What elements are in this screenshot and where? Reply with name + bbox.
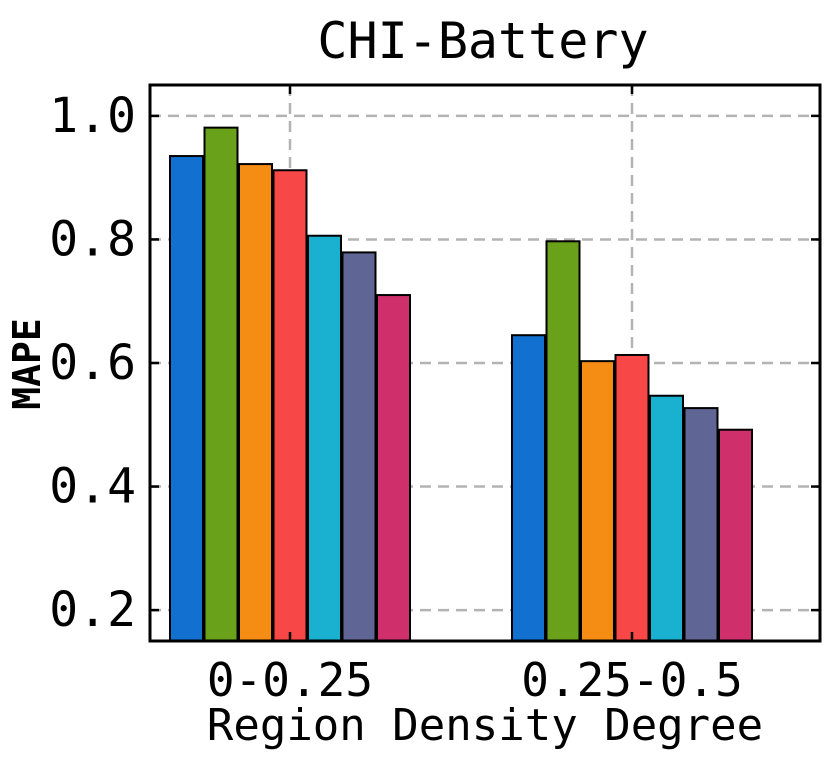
y-tick-labels: 0.2 0.4 0.6 0.8 1.0 xyxy=(49,88,136,638)
y-tick-label: 0.2 xyxy=(49,582,136,638)
y-tick-label: 0.8 xyxy=(49,211,136,267)
bar xyxy=(683,407,719,642)
bar xyxy=(169,155,204,643)
bar xyxy=(203,126,239,643)
bar xyxy=(718,428,753,642)
bar xyxy=(649,394,684,642)
x-tick-label: 0.25-0.5 xyxy=(521,653,743,707)
bar xyxy=(376,294,411,642)
bar xyxy=(341,251,377,642)
bar xyxy=(580,360,615,642)
x-tick-label: 0-0.25 xyxy=(207,653,373,707)
bars xyxy=(169,126,753,643)
y-tick-label: 0.6 xyxy=(49,335,136,391)
bar xyxy=(511,334,546,642)
y-axis-label: MAPE xyxy=(5,318,49,410)
bar xyxy=(545,240,581,642)
y-tick-label: 0.4 xyxy=(49,459,136,515)
x-tick-labels: 0-0.25 0.25-0.5 xyxy=(207,653,743,707)
bar xyxy=(307,234,342,642)
bar xyxy=(272,169,308,642)
bar xyxy=(614,353,650,642)
chart-title: CHI-Battery xyxy=(317,12,648,70)
tick-marks xyxy=(150,85,820,641)
y-tick-label: 1.0 xyxy=(49,88,136,144)
bar xyxy=(238,163,273,642)
x-axis-label: Region Density Degree xyxy=(207,700,763,751)
